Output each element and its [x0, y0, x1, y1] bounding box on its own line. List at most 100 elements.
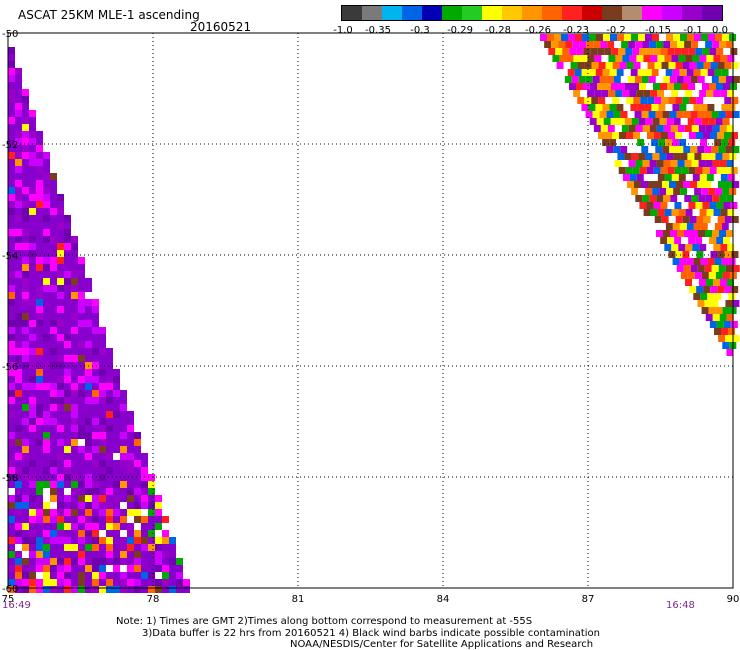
swath-cell [50, 544, 57, 551]
swath-cell [716, 48, 724, 55]
swath-cell [176, 565, 183, 572]
color-scale-label: -0.15 [645, 25, 671, 36]
swath-cell [57, 390, 64, 397]
swath-cell [697, 300, 705, 307]
swath-cell [730, 83, 738, 90]
swath-cell [683, 111, 691, 118]
swath-cell [50, 194, 57, 201]
swath-cell [85, 425, 92, 432]
swath-cell [711, 111, 719, 118]
swath-cell [635, 125, 643, 132]
swath-cell [22, 173, 29, 180]
swath-cell [162, 551, 169, 558]
swath-cell [64, 299, 71, 306]
swath-cell [659, 153, 667, 160]
swath-cell [29, 173, 36, 180]
swath-cell [78, 369, 85, 376]
swath-cell [613, 111, 621, 118]
swath-cell [672, 69, 680, 76]
swath-cell [8, 68, 15, 75]
swath-cell [676, 76, 684, 83]
swath-cell [693, 139, 701, 146]
swath-cell [695, 202, 703, 209]
swath-cell [148, 551, 155, 558]
swath-cell [633, 97, 641, 104]
swath-cell [85, 502, 92, 509]
swath-cell [85, 327, 92, 334]
swath-cell [678, 90, 686, 97]
swath-cell [8, 509, 15, 516]
swath-cell [148, 516, 155, 523]
swath-cell [708, 118, 716, 125]
swath-cell [605, 97, 613, 104]
swath-cell [659, 188, 667, 195]
color-scale-segment [442, 6, 462, 20]
swath-cell [697, 76, 705, 83]
swath-cell [64, 481, 71, 488]
swath-cell [99, 544, 106, 551]
swath-cell [699, 244, 707, 251]
swath-cell [29, 187, 36, 194]
swath-cell [64, 264, 71, 271]
swath-cell [707, 293, 715, 300]
swath-cell [722, 188, 730, 195]
swath-cell [71, 327, 78, 334]
swath-cell [711, 300, 719, 307]
swath-cell [29, 495, 36, 502]
swath-cell [99, 516, 106, 523]
swath-cell [134, 586, 141, 593]
swath-cell [106, 355, 113, 362]
swath-cell [675, 97, 683, 104]
swath-cell [8, 173, 15, 180]
swath-cell [36, 481, 43, 488]
swath-cell [120, 425, 127, 432]
swath-cell [99, 565, 106, 572]
swath-cell [15, 348, 22, 355]
swath-cell [602, 104, 610, 111]
swath-cell [57, 579, 64, 586]
swath-cell [719, 230, 727, 237]
swath-cell [672, 258, 680, 265]
swath-cell [654, 97, 662, 104]
swath-cell [677, 195, 685, 202]
swath-cell [640, 62, 648, 69]
swath-cell [155, 537, 162, 544]
swath-cell [652, 188, 660, 195]
swath-cell [92, 404, 99, 411]
swath-cell [120, 586, 127, 593]
swath-cell [8, 425, 15, 432]
color-scale-segment [522, 6, 542, 20]
swath-cell [601, 90, 609, 97]
swath-cell [655, 76, 663, 83]
swath-cell [50, 187, 57, 194]
swath-cell [8, 54, 15, 61]
swath-cell [589, 34, 596, 41]
swath-cell [611, 48, 619, 55]
swath-cell [78, 341, 85, 348]
swath-cell [22, 117, 29, 124]
swath-cell [36, 145, 43, 152]
swath-cell [609, 69, 617, 76]
swath-cell [57, 460, 64, 467]
swath-cell [29, 334, 36, 341]
swath-cell [22, 187, 29, 194]
swath-cell [50, 425, 57, 432]
swath-cell [8, 159, 15, 166]
swath-cell [43, 236, 50, 243]
swath-cell [99, 383, 106, 390]
swath-cell [22, 558, 29, 565]
swath-cell [57, 341, 64, 348]
swath-cell [653, 83, 661, 90]
swath-cell [8, 278, 15, 285]
swath-cell [15, 544, 22, 551]
swath-cell [29, 117, 36, 124]
swath-cell [78, 453, 85, 460]
swath-cell [176, 579, 183, 586]
swath-cell [22, 243, 29, 250]
swath-cell [642, 125, 650, 132]
swath-cell [148, 495, 155, 502]
swath-cell [710, 97, 718, 104]
swath-cell [714, 69, 722, 76]
swath-cell [64, 341, 71, 348]
swath-cell [57, 278, 64, 285]
